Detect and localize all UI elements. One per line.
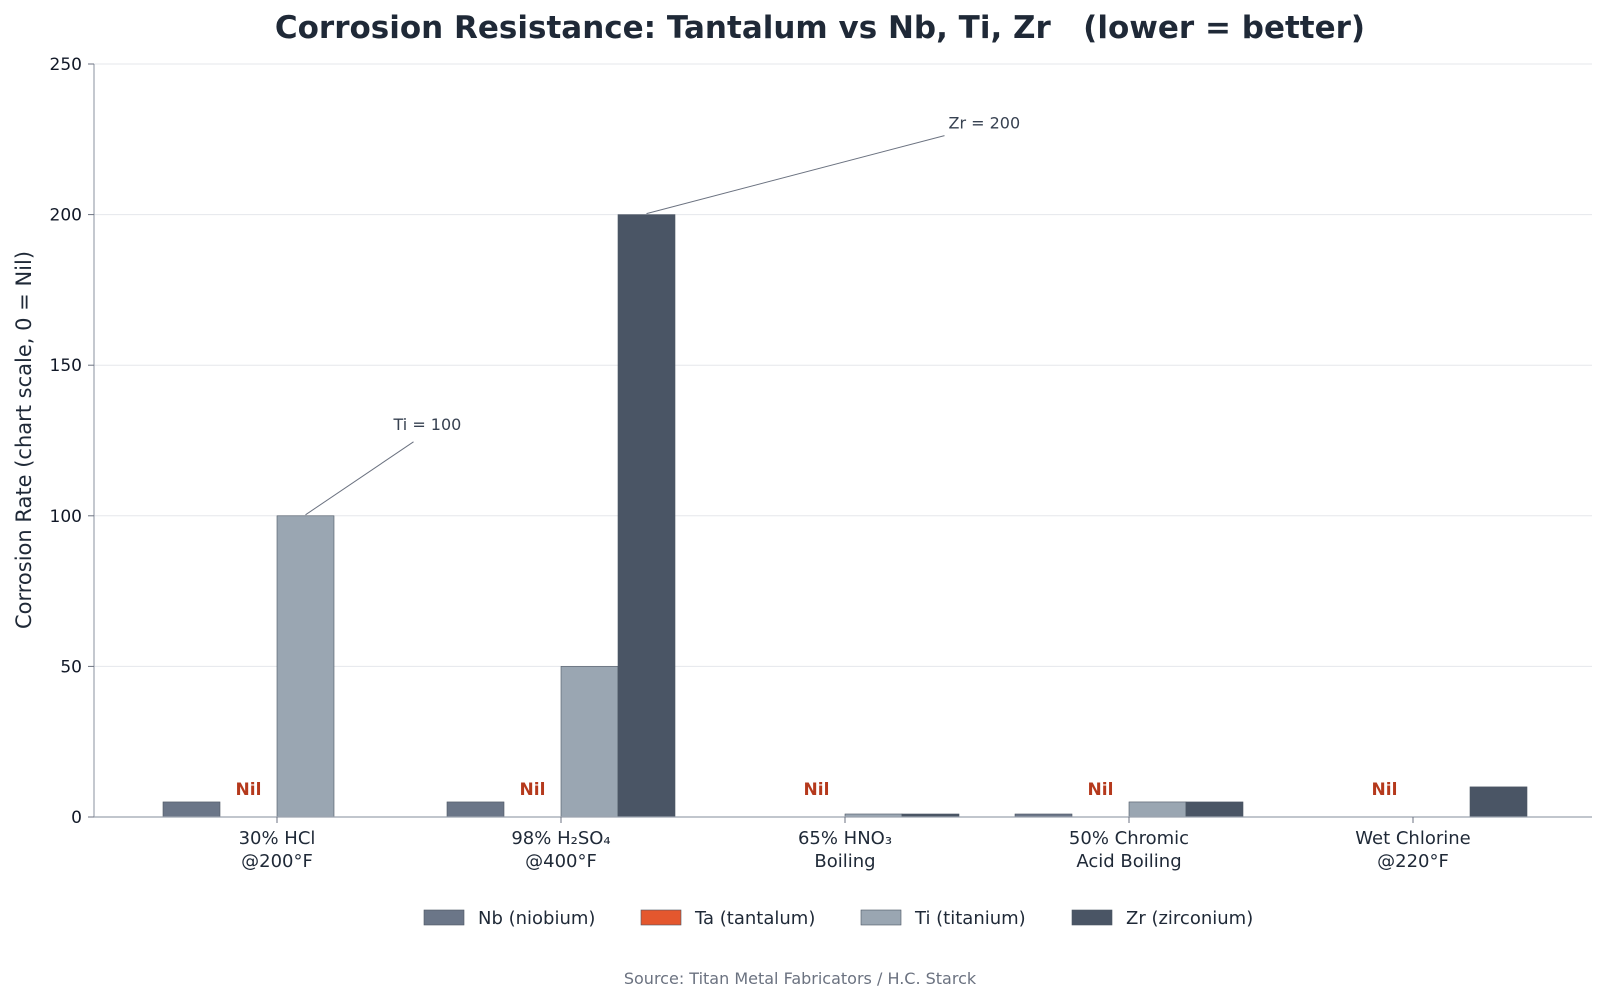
chart-title: Corrosion Resistance: Tantalum vs Nb, Ti…	[275, 10, 1365, 46]
bar-nb-1	[446, 801, 505, 818]
x-tick-labels: 30% HCl@200°F 98% H₂SO₄@400°F 65% HNO₃Boil…	[239, 817, 1471, 872]
x-tick-label: 65% HNO₃	[798, 828, 892, 849]
nil-label: Nil	[1372, 780, 1398, 800]
legend-label: Nb (niobium)	[478, 908, 595, 929]
y-tick-label: 0	[71, 808, 82, 828]
x-tick-label: 30% HCl	[239, 828, 316, 849]
nil-labels: Nil Nil Nil Nil Nil	[236, 780, 1398, 800]
x-tick-label: 50% Chromic	[1069, 828, 1189, 849]
annotation-leader	[646, 135, 945, 215]
annotations: Ti = 100 Zr = 200	[305, 114, 1021, 516]
legend-swatch	[1071, 909, 1113, 926]
bar-ti-1	[560, 666, 619, 818]
y-tick-label: 200	[50, 206, 82, 226]
annotation-label: Ti = 100	[393, 415, 462, 434]
bar-nb-0	[162, 801, 221, 818]
bar-zr-3	[1185, 801, 1244, 818]
y-tick-labels: 0 50 100 150 200 250	[50, 55, 94, 828]
bar-zr-1	[617, 214, 676, 818]
x-tick-label: 98% H₂SO₄	[511, 828, 610, 849]
legend-swatch	[423, 909, 465, 926]
legend: Nb (niobium) Ta (tantalum) Ti (titanium) Zr…	[423, 908, 1253, 929]
y-tick-label: 50	[60, 657, 82, 677]
nil-label: Nil	[520, 780, 546, 800]
x-tick-label: @400°F	[525, 851, 597, 872]
axes	[93, 64, 1592, 818]
x-tick-label: @220°F	[1377, 851, 1449, 872]
x-tick-label: Acid Boiling	[1076, 851, 1181, 872]
bar-ti-0	[276, 515, 335, 818]
bar-ti-3	[1128, 801, 1187, 818]
source-note: Source: Titan Metal Fabricators / H.C. S…	[624, 969, 977, 988]
nil-label: Nil	[804, 780, 830, 800]
y-axis-label: Corrosion Rate (chart scale, 0 = Nil)	[12, 251, 36, 629]
annotation-leader	[305, 441, 414, 516]
bars	[162, 214, 1528, 818]
legend-label: Ti (titanium)	[914, 908, 1026, 929]
y-tick-label: 250	[50, 55, 82, 75]
annotation-label: Zr = 200	[949, 114, 1021, 133]
legend-swatch	[640, 909, 682, 926]
nil-label: Nil	[236, 780, 262, 800]
x-tick-label: Wet Chlorine	[1355, 828, 1470, 849]
grid-lines	[94, 63, 1592, 667]
bar-zr-4	[1469, 786, 1528, 818]
x-tick-label: Boiling	[814, 851, 875, 872]
x-tick-label: @200°F	[241, 851, 313, 872]
y-tick-label: 100	[50, 507, 82, 527]
legend-label: Ta (tantalum)	[694, 908, 815, 929]
y-tick-label: 150	[50, 356, 82, 376]
nil-label: Nil	[1088, 780, 1114, 800]
legend-label: Zr (zirconium)	[1126, 908, 1253, 929]
legend-swatch	[860, 909, 902, 926]
